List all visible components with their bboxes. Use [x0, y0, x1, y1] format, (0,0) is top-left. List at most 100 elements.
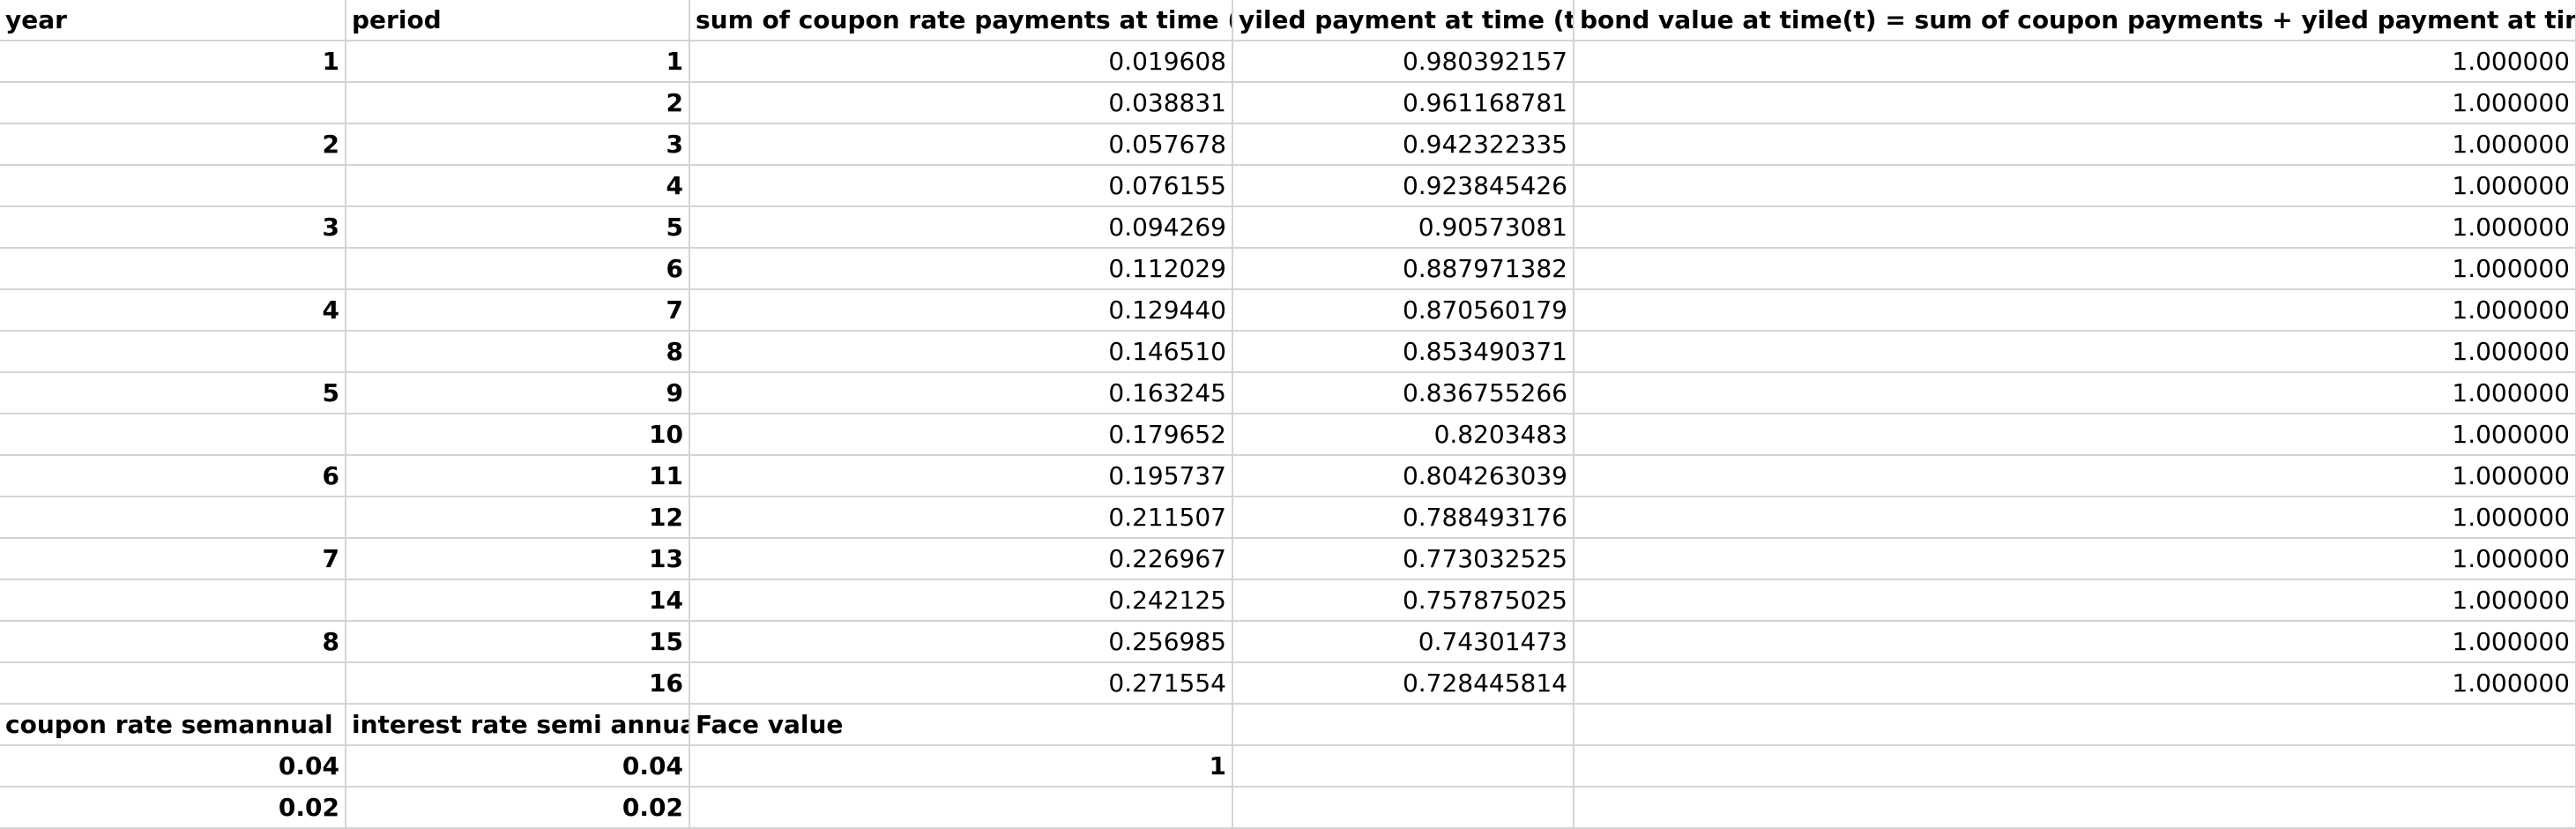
cell-yield-payment[interactable]: 0.8203483	[1232, 414, 1575, 456]
cell-bond-value[interactable]: 1.000000	[1574, 41, 2576, 83]
cell-bond-value[interactable]: 1.000000	[1574, 372, 2576, 414]
cell-coupon-sum[interactable]: 0.163245	[689, 372, 1233, 414]
cell-coupon-rate-label[interactable]: coupon rate semannual	[0, 704, 346, 746]
cell-year[interactable]: 5	[0, 372, 346, 414]
cell-yield-payment[interactable]: 0.90573081	[1232, 206, 1575, 249]
cell-year[interactable]	[0, 248, 346, 290]
cell-yield-payment[interactable]: 0.728445814	[1232, 662, 1575, 705]
cell-bond-value[interactable]: 1.000000	[1574, 331, 2576, 373]
cell-year[interactable]	[0, 662, 346, 705]
cell-interest-rate[interactable]: 0.04	[346, 745, 690, 788]
cell-interest-rate[interactable]: 0.02	[346, 787, 690, 829]
cell-bond-value[interactable]: 1.000000	[1574, 82, 2576, 124]
cell-bond-value[interactable]: 1.000000	[1574, 289, 2576, 332]
cell-yield-payment[interactable]: 0.757875025	[1232, 579, 1575, 622]
header-cell-coupon-sum[interactable]: sum of coupon rate payments at time (t)	[689, 0, 1233, 41]
cell-period[interactable]: 15	[346, 621, 690, 663]
cell-yield-payment[interactable]: 0.853490371	[1232, 331, 1575, 373]
cell-bond-value[interactable]: 1.000000	[1574, 248, 2576, 290]
cell-coupon-sum[interactable]: 0.057678	[689, 123, 1233, 166]
cell-bond-value[interactable]: 1.000000	[1574, 123, 2576, 166]
cell-empty[interactable]	[1574, 704, 2576, 746]
cell-yield-payment[interactable]: 0.773032525	[1232, 538, 1575, 580]
cell-bond-value[interactable]: 1.000000	[1574, 165, 2576, 207]
cell-yield-payment[interactable]: 0.923845426	[1232, 165, 1575, 207]
cell-period[interactable]: 2	[346, 82, 690, 124]
cell-coupon-sum[interactable]: 0.242125	[689, 579, 1233, 622]
cell-bond-value[interactable]: 1.000000	[1574, 538, 2576, 580]
cell-bond-value[interactable]: 1.000000	[1574, 497, 2576, 539]
cell-year[interactable]: 3	[0, 206, 346, 249]
cell-year[interactable]: 2	[0, 123, 346, 166]
cell-empty[interactable]	[1232, 787, 1575, 829]
cell-face-value[interactable]	[689, 787, 1233, 829]
cell-yield-payment[interactable]: 0.836755266	[1232, 372, 1575, 414]
cell-coupon-sum[interactable]: 0.038831	[689, 82, 1233, 124]
header-cell-yield-payment[interactable]: yiled payment at time (t)	[1232, 0, 1575, 41]
cell-yield-payment[interactable]: 0.980392157	[1232, 41, 1575, 83]
cell-year[interactable]	[0, 82, 346, 124]
cell-period[interactable]: 3	[346, 123, 690, 166]
cell-year[interactable]	[0, 497, 346, 539]
cell-bond-value[interactable]: 1.000000	[1574, 206, 2576, 249]
cell-period[interactable]: 13	[346, 538, 690, 580]
cell-coupon-sum[interactable]: 0.226967	[689, 538, 1233, 580]
header-cell-period[interactable]: period	[346, 0, 690, 41]
cell-yield-payment[interactable]: 0.961168781	[1232, 82, 1575, 124]
cell-year[interactable]: 7	[0, 538, 346, 580]
cell-coupon-rate[interactable]: 0.04	[0, 745, 346, 788]
cell-coupon-sum[interactable]: 0.129440	[689, 289, 1233, 332]
cell-period[interactable]: 11	[346, 455, 690, 497]
cell-bond-value[interactable]: 1.000000	[1574, 579, 2576, 622]
cell-empty[interactable]	[1232, 704, 1575, 746]
cell-empty[interactable]	[1574, 745, 2576, 788]
cell-period[interactable]: 10	[346, 414, 690, 456]
cell-period[interactable]: 5	[346, 206, 690, 249]
cell-coupon-rate[interactable]: 0.02	[0, 787, 346, 829]
cell-empty[interactable]	[1574, 787, 2576, 829]
cell-coupon-sum[interactable]: 0.094269	[689, 206, 1233, 249]
cell-coupon-sum[interactable]: 0.076155	[689, 165, 1233, 207]
header-cell-year[interactable]: year	[0, 0, 346, 41]
cell-yield-payment[interactable]: 0.804263039	[1232, 455, 1575, 497]
cell-yield-payment[interactable]: 0.887971382	[1232, 248, 1575, 290]
cell-empty[interactable]	[1232, 745, 1575, 788]
cell-period[interactable]: 6	[346, 248, 690, 290]
cell-coupon-sum[interactable]: 0.271554	[689, 662, 1233, 705]
cell-face-value-label[interactable]: Face value	[689, 704, 1233, 746]
cell-year[interactable]: 8	[0, 621, 346, 663]
cell-yield-payment[interactable]: 0.788493176	[1232, 497, 1575, 539]
cell-coupon-sum[interactable]: 0.211507	[689, 497, 1233, 539]
cell-coupon-sum[interactable]: 0.019608	[689, 41, 1233, 83]
cell-face-value[interactable]: 1	[689, 745, 1233, 788]
cell-coupon-sum[interactable]: 0.179652	[689, 414, 1233, 456]
cell-coupon-sum[interactable]: 0.195737	[689, 455, 1233, 497]
cell-period[interactable]: 16	[346, 662, 690, 705]
cell-period[interactable]: 12	[346, 497, 690, 539]
cell-period[interactable]: 8	[346, 331, 690, 373]
cell-interest-rate-label[interactable]: interest rate semi annual	[346, 704, 690, 746]
cell-coupon-sum[interactable]: 0.146510	[689, 331, 1233, 373]
cell-year[interactable]	[0, 165, 346, 207]
cell-year[interactable]	[0, 579, 346, 622]
cell-coupon-sum[interactable]: 0.256985	[689, 621, 1233, 663]
cell-year[interactable]	[0, 414, 346, 456]
cell-bond-value[interactable]: 1.000000	[1574, 621, 2576, 663]
cell-period[interactable]: 14	[346, 579, 690, 622]
cell-bond-value[interactable]: 1.000000	[1574, 455, 2576, 497]
header-cell-bond-value[interactable]: bond value at time(t) = sum of coupon pa…	[1574, 0, 2576, 41]
cell-bond-value[interactable]: 1.000000	[1574, 662, 2576, 705]
cell-yield-payment[interactable]: 0.942322335	[1232, 123, 1575, 166]
cell-yield-payment[interactable]: 0.870560179	[1232, 289, 1575, 332]
cell-bond-value[interactable]: 1.000000	[1574, 414, 2576, 456]
cell-year[interactable]	[0, 331, 346, 373]
cell-period[interactable]: 7	[346, 289, 690, 332]
cell-coupon-sum[interactable]: 0.112029	[689, 248, 1233, 290]
cell-yield-payment[interactable]: 0.74301473	[1232, 621, 1575, 663]
cell-year[interactable]: 6	[0, 455, 346, 497]
cell-year[interactable]: 4	[0, 289, 346, 332]
cell-period[interactable]: 4	[346, 165, 690, 207]
cell-period[interactable]: 9	[346, 372, 690, 414]
cell-period[interactable]: 1	[346, 41, 690, 83]
cell-year[interactable]: 1	[0, 41, 346, 83]
